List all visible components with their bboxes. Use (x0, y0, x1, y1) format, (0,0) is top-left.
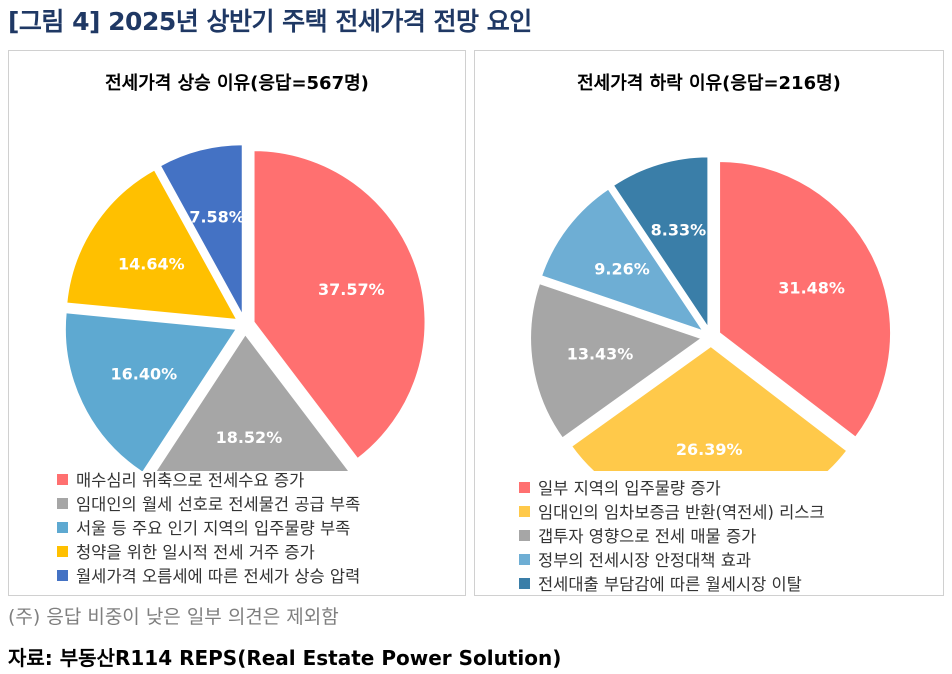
legend-label: 정부의 전세시장 안정대책 효과 (538, 551, 752, 570)
legend-label: 임대인의 임차보증금 반환(역전세) 리스크 (538, 503, 825, 522)
legend-swatch (519, 553, 530, 565)
legend-item: 임대인의 월세 선호로 전세물건 공급 부족 (57, 491, 360, 515)
legend-swatch (57, 497, 68, 509)
slice-label-4: 9.26% (594, 260, 650, 279)
fall-pie-chart: 31.48% 26.39% 13.43% 9.26% 8.33% (529, 155, 893, 471)
rise-pie-chart: 37.57% 18.52% 16.40% 14.64% 7.58% (63, 143, 427, 471)
legend-item: 전세대출 부담감에 따른 월세시장 이탈 (519, 571, 825, 595)
pie-slice-2 (569, 344, 849, 471)
legend-label: 갭투자 영향으로 전세 매물 증가 (538, 527, 757, 546)
pie-slice-3 (529, 281, 705, 440)
slice-label-3: 16.40% (111, 365, 178, 384)
legend-label: 전세대출 부담감에 따른 월세시장 이탈 (538, 575, 802, 594)
slice-label-3: 13.43% (567, 344, 634, 363)
slice-label-2: 26.39% (676, 440, 743, 459)
legend-label: 청약을 위한 일시적 전세 거주 증가 (76, 543, 315, 562)
pie-slice-1 (252, 149, 427, 461)
legend-label: 서울 등 주요 인기 지역의 입주물량 부족 (76, 519, 351, 538)
pie-slice-5 (158, 143, 244, 317)
slice-label-4: 14.64% (118, 254, 185, 273)
legend-swatch (519, 529, 530, 541)
legend-label: 임대인의 월세 선호로 전세물건 공급 부족 (76, 495, 361, 514)
pie-slice-2 (154, 332, 351, 471)
legend-swatch (57, 569, 68, 581)
slice-label-1: 37.57% (318, 280, 385, 299)
footnote: (주) 응답 비중이 낮은 일부 의견은 제외함 (8, 606, 339, 628)
fall-chart-title: 전세가격 하락 이유(응답=216명) (577, 73, 841, 94)
legend-item: 갭투자 영향으로 전세 매물 증가 (519, 523, 825, 547)
slice-label-5: 8.33% (651, 221, 707, 240)
legend-item: 서울 등 주요 인기 지역의 입주물량 부족 (57, 515, 360, 539)
legend-item: 매수심리 위축으로 전세수요 증가 (57, 467, 360, 491)
legend-label: 매수심리 위축으로 전세수요 증가 (76, 471, 305, 490)
legend-item: 월세가격 오름세에 따른 전세가 상승 압력 (57, 563, 360, 587)
legend-label: 일부 지역의 입주물량 증가 (538, 479, 721, 498)
pie-slice-5 (611, 155, 710, 332)
pie-slice-4 (539, 187, 707, 334)
legend-item: 청약을 위한 일시적 전세 거주 증가 (57, 539, 360, 563)
legend-swatch (519, 577, 530, 589)
rise-reasons-panel: 전세가격 상승 이유(응답=567명) 37.57% 18.52% 16.40% 14… (8, 50, 466, 596)
source-line: 자료: 부동산R114 REPS(Real Estate Power Solut… (8, 646, 562, 670)
pie-slice-1 (718, 160, 893, 440)
legend-label: 월세가격 오름세에 따른 전세가 상승 압력 (76, 567, 361, 586)
legend-item: 일부 지역의 입주물량 증가 (519, 475, 825, 499)
legend-swatch (57, 545, 68, 557)
legend-swatch (57, 473, 68, 485)
pie-slice-4 (65, 167, 240, 322)
legend-item: 임대인의 임차보증금 반환(역전세) 리스크 (519, 499, 825, 523)
legend-swatch (57, 521, 68, 533)
rise-chart-title: 전세가격 상승 이유(응답=567명) (105, 73, 369, 94)
fall-reasons-panel: 전세가격 하락 이유(응답=216명) 31.48% 26.39% 13.43% 9.… (474, 50, 944, 596)
legend-swatch (519, 505, 530, 517)
slice-label-2: 18.52% (216, 428, 283, 447)
legend-item: 정부의 전세시장 안정대책 효과 (519, 547, 825, 571)
figure-title: [그림 4] 2025년 상반기 주택 전세가격 전망 요인 (8, 7, 532, 36)
slice-label-1: 31.48% (778, 278, 845, 297)
slice-label-5: 7.58% (189, 207, 245, 226)
pie-slice-3 (63, 311, 239, 471)
legend-swatch (519, 481, 530, 493)
